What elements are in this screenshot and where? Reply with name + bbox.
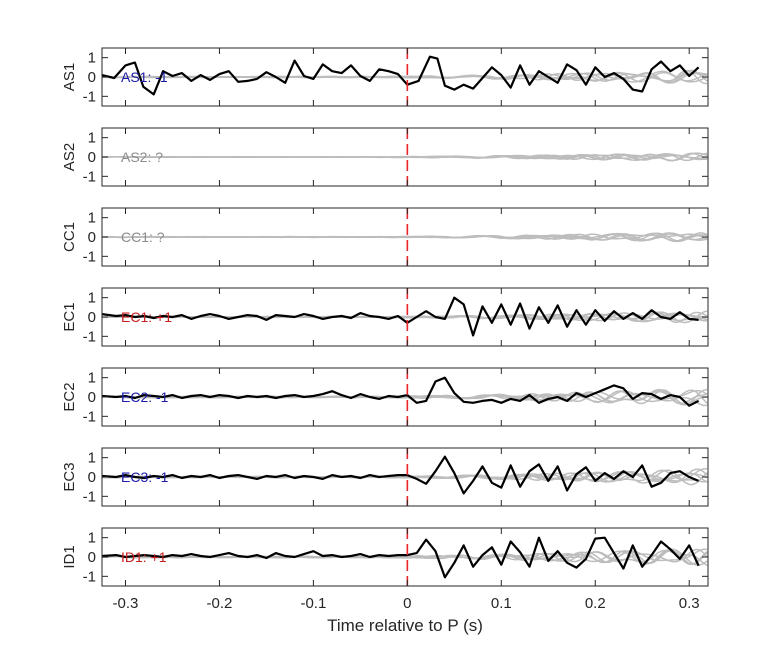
panel-y-label: AS1: [61, 63, 78, 91]
polarity-annotation: EC3: -1: [121, 469, 169, 485]
y-tick-label: 0: [88, 549, 96, 566]
polarity-annotation: AS2: ?: [121, 149, 163, 165]
y-tick-label: 1: [88, 210, 96, 227]
background-trace: [102, 152, 708, 162]
polarity-annotation: CC1: ?: [121, 229, 165, 245]
panel-ec2: -1 0 1 EC2 EC2: -1: [61, 367, 709, 427]
panel-ec3: -1 0 1 EC3 EC3: -1: [61, 447, 709, 507]
x-tick-label: -0.2: [207, 595, 233, 612]
panel-as1: -1 0 1 AS1 AS1: -1: [61, 47, 709, 107]
background-trace: [101, 232, 708, 242]
waveform-trace: [101, 55, 700, 96]
background-traces: [101, 152, 708, 162]
x-tick-label: 0.3: [679, 595, 700, 612]
panel-y-label: EC2: [61, 382, 78, 411]
polarity-annotation: EC1: +1: [121, 309, 172, 325]
y-tick-label: 1: [88, 450, 96, 467]
panel-y-label: CC1: [61, 222, 78, 252]
polarity-annotation: EC2: -1: [121, 389, 169, 405]
panel-y-label: EC1: [61, 302, 78, 331]
y-tick-label: 1: [88, 50, 96, 67]
panel-y-label: EC3: [61, 462, 78, 491]
y-tick-label: 1: [88, 290, 96, 307]
y-tick-label: 0: [88, 309, 96, 326]
y-tick-label: -1: [83, 488, 96, 505]
waveform-trace: [101, 376, 700, 407]
y-tick-label: -1: [83, 168, 96, 185]
x-axis: -0.3 -0.2 -0.1 0 0.1 0.2 0.3: [113, 595, 700, 612]
y-tick-label: -1: [83, 88, 96, 105]
background-traces: [101, 388, 708, 407]
y-tick-label: 1: [88, 130, 96, 147]
y-tick-label: -1: [83, 408, 96, 425]
y-tick-label: 1: [88, 370, 96, 387]
x-tick-label: 0: [403, 595, 411, 612]
y-tick-label: -1: [83, 568, 96, 585]
waveform-trace: [101, 455, 700, 495]
x-axis-label: Time relative to P (s): [327, 616, 483, 635]
y-tick-label: 0: [88, 149, 96, 166]
x-tick-label: 0.2: [585, 595, 606, 612]
y-tick-label: 0: [88, 69, 96, 86]
panel-as2: -1 0 1 AS2 AS2: ?: [61, 127, 709, 187]
polarity-annotation: ID1: +1: [121, 549, 167, 565]
panel-cc1: -1 0 1 CC1 CC1: ?: [61, 207, 709, 267]
y-tick-label: 0: [88, 389, 96, 406]
waveform-trace: [101, 536, 700, 579]
polarity-annotation: AS1: -1: [121, 69, 168, 85]
waveform-trace: [101, 296, 699, 337]
panel-id1: -1 0 1 ID1 ID1: +1: [61, 527, 709, 587]
panel-y-label: AS2: [61, 143, 78, 171]
x-tick-label: -0.3: [113, 595, 139, 612]
y-tick-label: 1: [88, 530, 96, 547]
x-tick-label: -0.1: [300, 595, 326, 612]
x-tick-label: 0.1: [491, 595, 512, 612]
background-traces: [101, 232, 708, 243]
y-tick-label: -1: [83, 248, 96, 265]
background-trace: [101, 311, 708, 324]
y-tick-label: 0: [88, 229, 96, 246]
panels: -1 0 1 AS1 AS1: -1 -1 0 1 AS2 AS2: ? -1 0 1 CC1 CC1: ?…: [61, 47, 709, 587]
y-tick-label: -1: [83, 328, 96, 345]
y-tick-label: 0: [88, 469, 96, 486]
panel-y-label: ID1: [61, 545, 78, 568]
panel-ec1: -1 0 1 EC1 EC1: +1: [61, 287, 709, 347]
